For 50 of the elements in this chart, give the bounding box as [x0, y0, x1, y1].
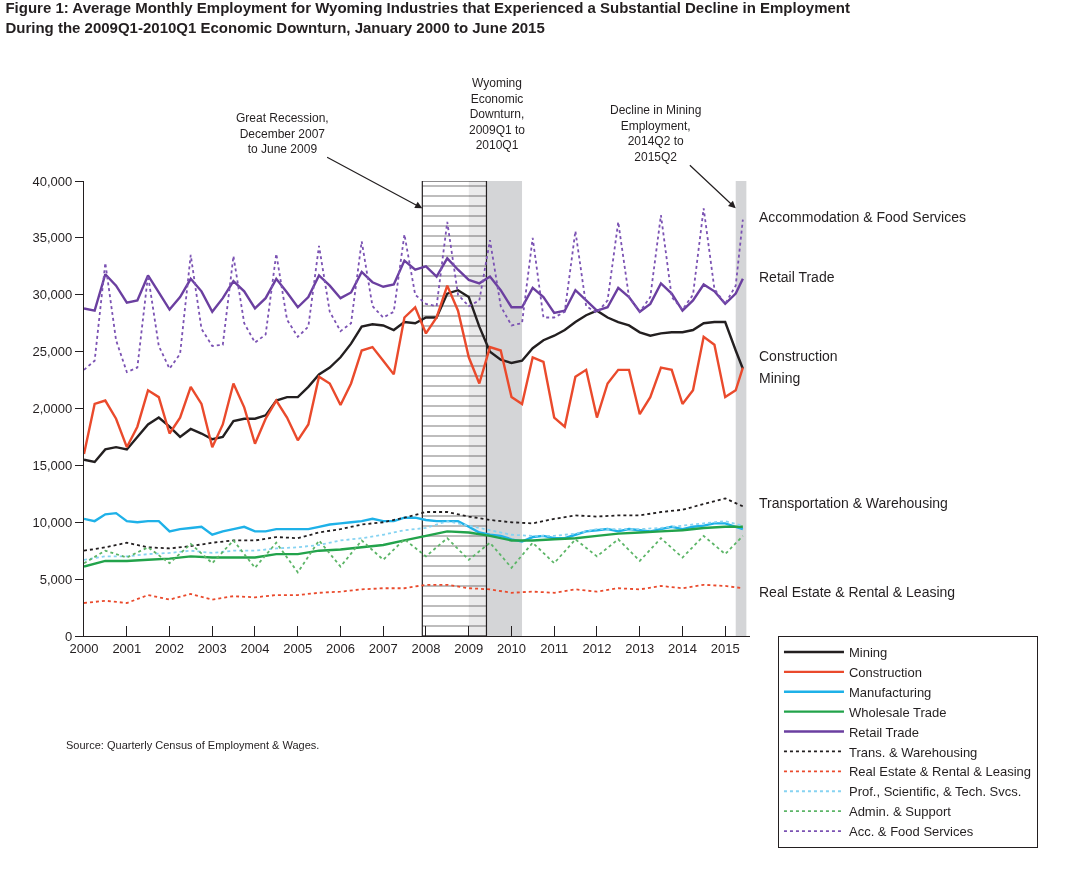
band-label: Decline in Mining Employment, 2014Q2 to 2015Q2 — [610, 103, 702, 164]
legend-label: Real Estate & Rental & Leasing — [848, 764, 1032, 780]
y-tick-label: 5,000 — [39, 571, 73, 587]
x-tick-label: 2006 — [326, 640, 355, 656]
line-series — [84, 525, 745, 568]
y-tick-label: 10,000 — [32, 514, 73, 530]
y-tick-label: 40,000 — [32, 173, 73, 189]
x-tick-label: 2012 — [582, 640, 612, 656]
annotation: Construction — [759, 348, 838, 364]
source-note: Source: Quarterly Census of Employment & Wages. — [66, 739, 320, 751]
annotation: Transportation & Warehousing — [759, 495, 948, 511]
band-label: Great Recession, December 2007 to June 2009 — [236, 111, 329, 157]
legend-label: Manufacturing — [848, 684, 932, 700]
line-series — [84, 535, 744, 574]
legend-label: Wholesale Trade — [848, 704, 947, 720]
x-tick-label: 2015 — [710, 640, 740, 656]
x-tick-label: 2003 — [197, 640, 227, 656]
y-tick-label: 35,000 — [32, 230, 73, 246]
annotation: Retail Trade — [759, 269, 835, 285]
x-tick-label: 2008 — [411, 640, 441, 656]
x-tick-label: 2005 — [283, 640, 313, 656]
legend-label: Prof., Scientific, & Tech. Svcs. — [848, 784, 1022, 800]
x-tick-label: 2002 — [155, 640, 185, 656]
line-series — [84, 520, 744, 561]
legend-label: Retail Trade — [848, 724, 920, 740]
x-tick-label: 2004 — [240, 640, 270, 656]
annotation: Mining — [759, 370, 801, 386]
x-tick-label: 2011 — [540, 640, 569, 656]
annotation: Real Estate & Rental & Leasing — [759, 584, 956, 600]
y-tick-label: 25,000 — [32, 344, 73, 360]
x-tick-label: 2014 — [668, 640, 697, 656]
x-tick-label: 2010 — [497, 640, 526, 656]
x-tick-label: 2001 — [112, 640, 142, 656]
legend-label: Acc. & Food Services — [848, 824, 974, 840]
line-series — [84, 511, 745, 543]
y-tick-label: 2,0000 — [32, 401, 73, 417]
line-series — [84, 257, 745, 315]
x-tick-label: 2013 — [625, 640, 655, 656]
line-series — [84, 207, 744, 373]
x-tick-label: 2007 — [368, 640, 398, 656]
legend-label: Mining — [848, 645, 888, 661]
annotation: Accommodation & Food Services — [759, 209, 966, 225]
chart-title: Figure 1: Average Monthly Employment for Wyoming Industries that Experienced a Substantial Decline in Employment During the 2009Q1-2010Q1 Economic Downturn, January 2000 to June 2015 — [5, 0, 851, 36]
legend-label: Construction — [848, 664, 922, 680]
x-tick-label: 2009 — [454, 640, 484, 656]
band-label: Wyoming Economic Downturn, 2009Q1 to 2010Q1 — [469, 76, 526, 153]
legend-label: Trans. & Warehousing — [848, 744, 978, 760]
legend-label: Admin. & Support — [848, 804, 952, 820]
y-tick-label: 15,000 — [32, 457, 73, 473]
y-tick-label: 30,000 — [32, 287, 73, 303]
